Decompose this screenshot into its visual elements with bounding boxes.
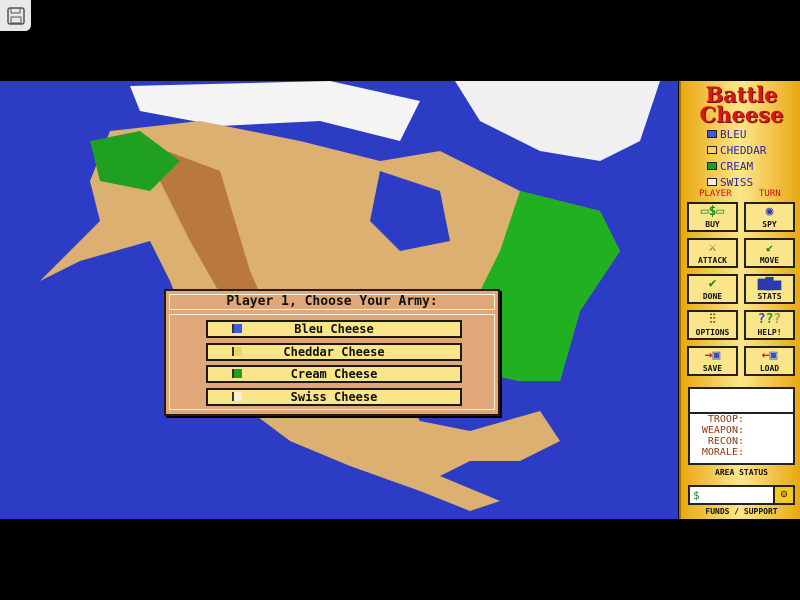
bar-chart-icon: ▆▇▅ (757, 276, 782, 291)
option-label: Swiss Cheese (290, 390, 378, 404)
funds-box: $ ☺ (688, 485, 795, 505)
question-marks-icon: ??? (757, 312, 782, 327)
game-logo-line2: Cheese (699, 102, 784, 127)
player-label: PLAYER (699, 189, 732, 199)
troop-label: TROOP: (707, 414, 744, 425)
blue-flag-icon (232, 324, 242, 333)
funds-value: $ (693, 488, 700, 502)
area-status-box: TROOP: WEAPON: RECON: MORALE: (688, 387, 795, 465)
morale-label: MORALE: (701, 447, 744, 458)
save-button[interactable]: → ▣ SAVE (687, 346, 738, 376)
option-label: Cheddar Cheese (283, 345, 385, 359)
checkmark-icon: ✔ (708, 276, 717, 291)
button-label: SAVE (702, 364, 723, 373)
game-screen: Player 1, Choose Your Army: Bleu Cheese … (0, 81, 800, 519)
player-name: BLEU (720, 127, 747, 141)
options-button[interactable]: ⫶⫶ OPTIONS (687, 310, 738, 340)
control-panel: Battle Cheese BLEU CHEDDAR CREAM SWISS P… (679, 81, 800, 519)
sliders-icon: ⫶⫶ (709, 312, 716, 327)
move-button[interactable]: ↙ MOVE (744, 238, 795, 268)
load-button[interactable]: ← ▣ LOAD (744, 346, 795, 376)
neutral-face-icon: ☺ (773, 487, 793, 503)
done-button[interactable]: ✔ DONE (687, 274, 738, 304)
player-name: SWISS (720, 175, 754, 189)
dialog-title: Player 1, Choose Your Army: (169, 294, 495, 310)
weapon-label: WEAPON: (701, 425, 744, 436)
army-option-cream[interactable]: Cream Cheese (206, 365, 462, 383)
north-america-map[interactable] (0, 81, 678, 519)
army-option-swiss[interactable]: Swiss Cheese (206, 388, 462, 406)
army-option-cheddar[interactable]: Cheddar Cheese (206, 343, 462, 361)
spy-button[interactable]: ◉ SPY (744, 202, 795, 232)
floppy-disk-icon[interactable] (0, 0, 31, 31)
option-label: Cream Cheese (290, 367, 378, 381)
area-status-caption: AREA STATUS (715, 468, 768, 477)
button-label: BUY (705, 220, 720, 229)
player-swiss: SWISS (707, 175, 753, 189)
button-label: MOVE (759, 256, 780, 265)
army-option-bleu[interactable]: Bleu Cheese (206, 320, 462, 338)
flag-icon (707, 130, 717, 138)
button-label: DONE (702, 292, 723, 301)
stats-button[interactable]: ▆▇▅ STATS (744, 274, 795, 304)
button-label: OPTIONS (695, 328, 730, 337)
button-label: STATS (757, 292, 782, 301)
button-label: LOAD (759, 364, 780, 373)
game-logo-line1: Battle (705, 82, 778, 107)
recon-label: RECON: (707, 436, 744, 447)
buy-button[interactable]: ▭$▭ BUY (687, 202, 738, 232)
button-label: SPY (762, 220, 777, 229)
white-flag-icon (232, 392, 242, 401)
move-arrow-icon: ↙ (765, 240, 774, 255)
help-button[interactable]: ??? HELP! (744, 310, 795, 340)
option-label: Bleu Cheese (294, 322, 374, 336)
button-label: ATTACK (698, 256, 727, 265)
load-disk-icon: ← ▣ (761, 348, 778, 363)
yellow-flag-icon (232, 347, 242, 356)
turn-label: TURN (759, 189, 781, 199)
sword-icon: ⚔ (708, 240, 717, 255)
player-cheddar: CHEDDAR (707, 143, 766, 157)
choose-army-dialog: Player 1, Choose Your Army: Bleu Cheese … (164, 289, 500, 416)
money-icon: ▭$▭ (700, 204, 725, 219)
player-name: CHEDDAR (720, 143, 767, 157)
player-name: CREAM (720, 159, 754, 173)
player-cream: CREAM (707, 159, 753, 173)
flag-icon (707, 162, 717, 170)
flag-icon (707, 178, 717, 186)
attack-button[interactable]: ⚔ ATTACK (687, 238, 738, 268)
green-flag-icon (232, 369, 242, 378)
button-label: HELP! (757, 328, 782, 337)
eye-icon: ◉ (765, 204, 774, 219)
flag-icon (707, 146, 717, 154)
funds-caption: FUNDS / SUPPORT (705, 507, 778, 516)
save-disk-icon: → ▣ (704, 348, 721, 363)
player-bleu: BLEU (707, 127, 747, 141)
